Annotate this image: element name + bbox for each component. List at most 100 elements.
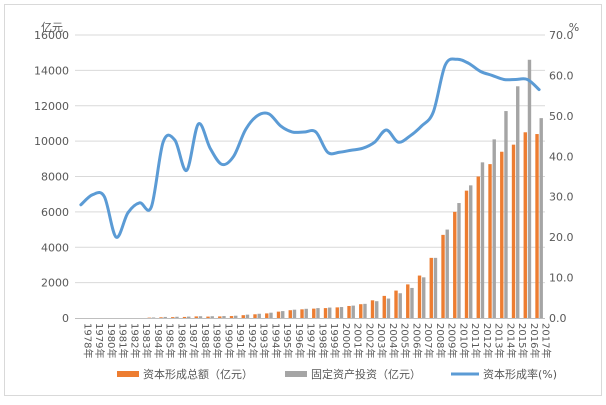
bar-capital-formation	[429, 257, 433, 318]
year-tick-label: 2005年	[399, 323, 412, 358]
bar-capital-formation	[488, 164, 492, 318]
left-axis-tick-label: 2000	[41, 277, 69, 290]
bar-capital-formation	[441, 234, 445, 318]
right-axis-tick-label: 0.0	[549, 312, 567, 325]
left-axis-tick-label: 14000	[34, 64, 69, 77]
year-tick-label: 2001年	[352, 323, 365, 358]
bar-fixed-investment	[304, 308, 308, 318]
left-axis-tick-label: 16000	[34, 29, 69, 42]
legend-swatch	[285, 371, 307, 377]
bar-fixed-investment	[363, 303, 367, 318]
bar-capital-formation	[523, 132, 527, 318]
left-unit-label: 亿元	[41, 21, 63, 34]
bar-fixed-investment	[539, 118, 543, 318]
bar-capital-formation	[229, 316, 234, 318]
bar-capital-formation	[265, 313, 269, 318]
bar-fixed-investment	[504, 111, 508, 319]
bar-capital-formation	[312, 308, 316, 318]
year-tick-label: 1978年	[81, 323, 94, 358]
year-tick-label: 2012年	[481, 323, 494, 358]
bar-capital-formation	[476, 176, 480, 318]
bar-fixed-investment	[163, 316, 167, 318]
bar-fixed-investment	[433, 257, 438, 318]
year-tick-label: 1982年	[128, 323, 141, 358]
bar-fixed-investment	[292, 309, 297, 318]
bar-fixed-investment	[316, 308, 320, 318]
bar-capital-formation	[241, 315, 245, 318]
year-tick-label: 1999年	[328, 323, 341, 358]
bar-fixed-investment	[269, 312, 273, 318]
left-axis-tick-label: 10000	[34, 135, 69, 148]
bar-capital-formation	[382, 295, 386, 318]
bar-capital-formation	[276, 311, 281, 318]
year-tick-label: 2014年	[504, 323, 517, 358]
bar-capital-formation	[370, 300, 375, 318]
bar-capital-formation	[194, 316, 198, 318]
bar-capital-formation	[359, 304, 363, 318]
right-axis-tick-label: 30.0	[549, 191, 574, 204]
legend-label: 资本形成总额（亿元）	[143, 367, 253, 381]
year-tick-label: 1987年	[187, 323, 200, 358]
left-axis-tick-label: 6000	[41, 206, 69, 219]
year-tick-label: 2015年	[516, 323, 529, 358]
bar-fixed-investment	[422, 277, 426, 318]
bar-fixed-investment	[187, 316, 191, 318]
bar-capital-formation	[159, 317, 163, 318]
bar-fixed-investment	[398, 293, 402, 318]
right-axis-tick-label: 40.0	[549, 150, 574, 163]
year-tick-label: 2016年	[528, 323, 541, 358]
year-tick-label: 2007年	[422, 323, 435, 358]
bar-fixed-investment	[492, 139, 496, 318]
bar-capital-formation	[347, 305, 351, 318]
year-tick-label: 1986年	[175, 323, 188, 358]
left-axis-tick-label: 0	[62, 312, 69, 325]
left-axis: 0 2000 4000 6000 8000 10000 12000 14000 16000	[34, 29, 69, 325]
bar-fixed-investment	[527, 59, 532, 318]
right-axis: 0.0 10.0 20.0 30.0 40.0 50.0 60.0 70.0	[549, 29, 574, 325]
year-tick-label: 2004年	[387, 323, 400, 358]
year-tick-label: 2010年	[457, 323, 470, 358]
legend-label: 固定资产投资（亿元）	[311, 367, 421, 381]
right-axis-tick-label: 20.0	[549, 231, 574, 244]
year-tick-label: 1981年	[117, 323, 130, 358]
bar-capital-formation	[511, 144, 516, 318]
left-axis-tick-label: 8000	[41, 171, 69, 184]
legend-label: 资本形成率(%)	[483, 367, 557, 381]
bar-capital-formation	[182, 316, 187, 318]
bar-capital-formation	[394, 290, 398, 318]
right-axis-tick-label: 10.0	[549, 272, 574, 285]
legend-swatch	[117, 371, 139, 377]
bar-capital-formation	[335, 307, 339, 318]
bar-fixed-investment	[175, 316, 179, 318]
bar-capital-formation	[417, 275, 422, 318]
year-tick-label: 1985年	[164, 323, 177, 358]
year-tick-label: 1980年	[105, 323, 118, 358]
bar-fixed-investment	[469, 185, 473, 318]
year-tick-label: 2002年	[363, 323, 376, 358]
legend: 资本形成总额（亿元） 固定资产投资（亿元） 资本形成率(%)	[117, 367, 557, 381]
year-tick-label: 1979年	[93, 323, 106, 358]
year-tick-label: 1995年	[281, 323, 294, 358]
bar-capital-formation	[464, 190, 469, 318]
bar-fixed-investment	[234, 315, 238, 318]
bar-capital-formation	[218, 316, 222, 318]
left-axis-tick-label: 4000	[41, 241, 69, 254]
year-tick-label: 1997年	[305, 323, 318, 358]
year-tick-label: 2017年	[540, 323, 553, 358]
right-axis-tick-label: 70.0	[549, 29, 574, 42]
bar-capital-formation	[535, 134, 539, 318]
year-tick-label: 1984年	[152, 323, 165, 358]
series-line-capital-formation-rate	[79, 57, 541, 239]
bar-capital-formation	[500, 151, 504, 318]
year-tick-label: 1983年	[140, 323, 153, 358]
year-tick-label: 1991年	[234, 323, 247, 358]
bar-fixed-investment	[222, 316, 226, 318]
bar-fixed-investment	[257, 313, 261, 318]
year-tick-label: 1998年	[316, 323, 329, 358]
line-series	[79, 57, 541, 239]
bar-capital-formation	[453, 211, 457, 318]
bar-fixed-investment	[198, 316, 203, 318]
bar-fixed-investment	[245, 314, 250, 318]
